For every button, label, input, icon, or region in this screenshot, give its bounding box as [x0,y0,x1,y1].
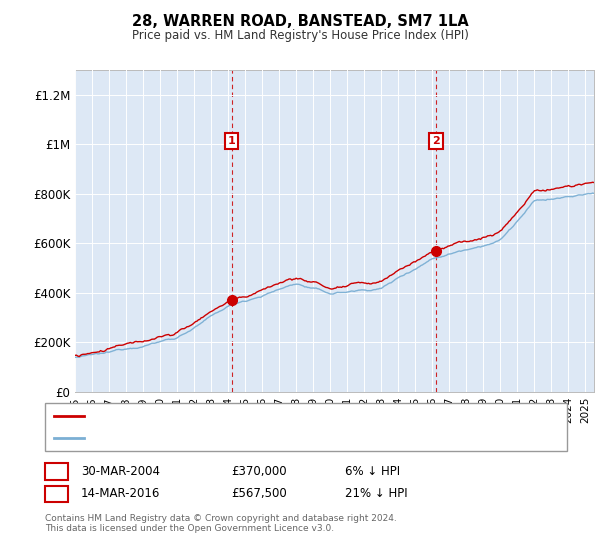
Text: 6% ↓ HPI: 6% ↓ HPI [345,465,400,478]
Text: £567,500: £567,500 [231,487,287,501]
Text: 2: 2 [432,136,440,146]
Text: 21% ↓ HPI: 21% ↓ HPI [345,487,407,501]
Text: 2: 2 [52,487,61,501]
Text: 30-MAR-2004: 30-MAR-2004 [81,465,160,478]
Text: 14-MAR-2016: 14-MAR-2016 [81,487,160,501]
Text: 1: 1 [52,465,61,478]
Text: £370,000: £370,000 [231,465,287,478]
Text: Contains HM Land Registry data © Crown copyright and database right 2024.
This d: Contains HM Land Registry data © Crown c… [45,514,397,534]
Text: 28, WARREN ROAD, BANSTEAD, SM7 1LA: 28, WARREN ROAD, BANSTEAD, SM7 1LA [131,14,469,29]
Text: HPI: Average price, detached house, Reigate and Banstead: HPI: Average price, detached house, Reig… [91,433,414,443]
Text: 1: 1 [228,136,236,146]
Text: 28, WARREN ROAD, BANSTEAD, SM7 1LA (detached house): 28, WARREN ROAD, BANSTEAD, SM7 1LA (deta… [91,411,416,421]
Text: Price paid vs. HM Land Registry's House Price Index (HPI): Price paid vs. HM Land Registry's House … [131,29,469,42]
